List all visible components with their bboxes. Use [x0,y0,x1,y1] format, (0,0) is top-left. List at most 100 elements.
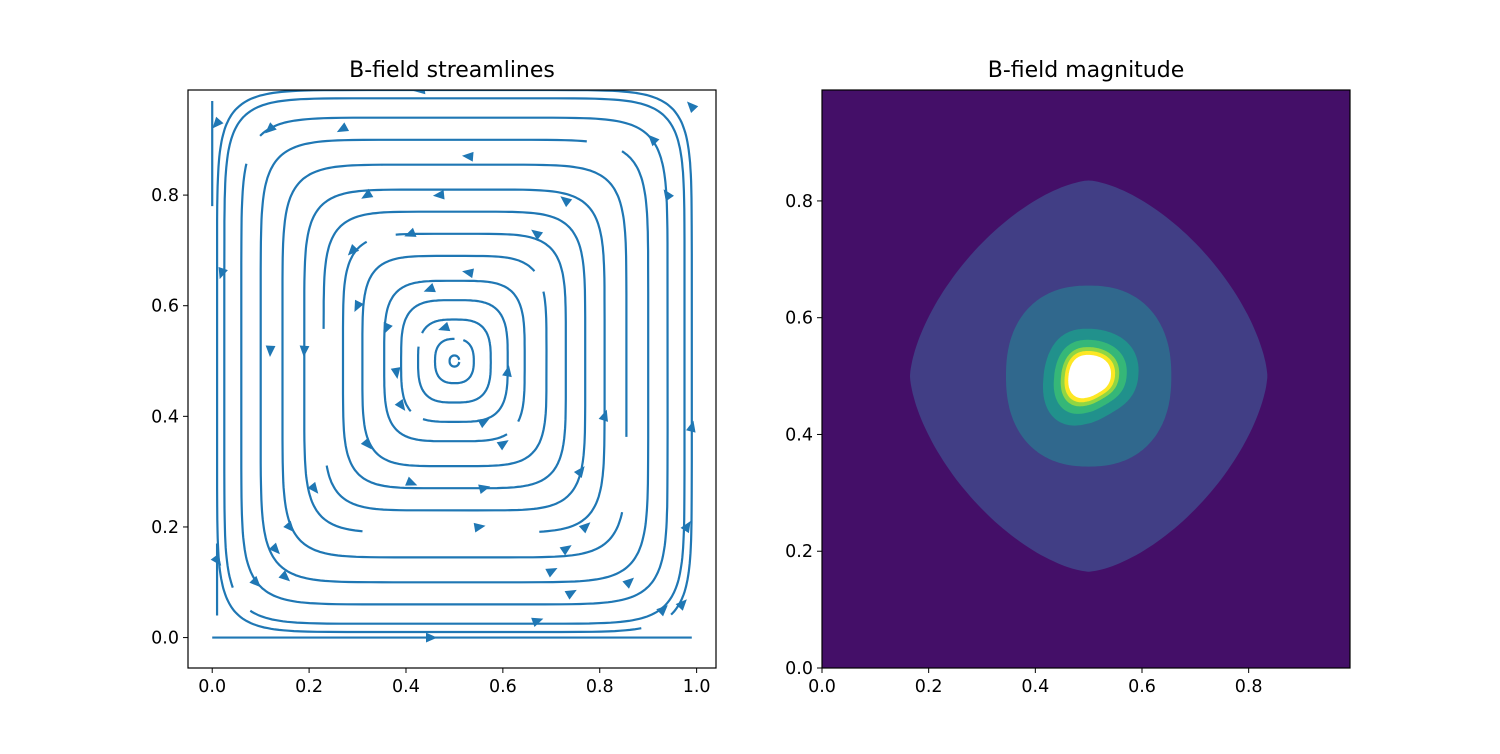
streamline-arrow [656,605,668,617]
streamline [383,279,526,443]
streamline-arrow [648,134,660,147]
y-tick-label: 0.0 [151,629,179,649]
magnitude-panel: B-field magnitude 0.0 0.2 0.4 0.6 0.8 0.0 0.2… [785,58,1351,697]
streamline-arrow [686,101,699,114]
streamline [417,318,492,404]
streamline-title: B-field streamlines [349,58,555,83]
streamline [322,210,587,512]
streamline-arrow [210,553,222,566]
streamline-arrow [413,90,426,95]
streamline-panel: B-field streamlines 0.0 0.2 0.4 0.6 0.8 1.0 0… [151,58,717,697]
y-tick-label: 0.0 [785,659,813,679]
contour-level-7 [1068,354,1111,399]
streamline-arrow [423,283,436,293]
streamline-arrow [438,321,451,332]
y-tick-label: 0.2 [151,518,179,538]
streamline-plot-area [210,90,699,643]
streamline [303,188,606,533]
streamline-arrow [663,189,674,202]
streamline [400,299,509,423]
streamline-arrow [461,151,474,162]
streamline-arrow [686,420,696,433]
streamline-arrow [299,345,310,357]
streamline-arrow [361,188,374,199]
streamline-arrow [405,476,418,486]
streamline-arrow [560,196,573,208]
y-tick-label: 0.2 [785,542,813,562]
streamline-x-axis: 0.0 0.2 0.4 0.6 0.8 1.0 [198,668,711,697]
streamline-arrow [478,484,491,495]
streamline-arrow [598,409,608,422]
x-tick-label: 0.0 [198,677,226,697]
streamline [216,90,693,634]
streamline-arrow [354,299,364,312]
magnitude-title: B-field magnitude [988,58,1185,83]
streamline-arrow [390,367,401,379]
streamline-arrow [249,575,261,588]
magnitude-axes-frame [821,89,1351,669]
streamline-arrow [531,229,544,241]
x-tick-label: 0.6 [1128,677,1156,697]
streamline-y-axis: 0.0 0.2 0.4 0.6 0.8 [151,186,188,649]
y-tick-label: 0.8 [785,192,813,212]
x-tick-label: 0.0 [808,677,836,697]
streamline-arrow [265,122,277,134]
x-tick-label: 0.4 [392,677,420,697]
streamline-arrow [212,116,224,129]
streamline-arrow [462,268,474,279]
streamline [240,116,669,606]
y-tick-label: 0.6 [785,309,813,329]
y-tick-label: 0.4 [151,407,179,427]
streamline-arrow [545,567,558,578]
streamline-arrow [283,520,295,533]
x-tick-label: 0.2 [295,677,323,697]
streamline-axes-frame [187,89,717,669]
x-tick-label: 0.2 [915,677,943,697]
streamline-arrow [265,345,276,357]
streamline-arrow [336,122,350,133]
streamline-arrow [622,577,635,589]
streamline-arrow [268,542,280,555]
streamline-arrow [278,570,291,582]
streamline-arrow [218,266,228,280]
streamline-arrow [573,466,585,478]
streamline-arrow [383,322,393,335]
streamline-arrow [473,522,486,533]
streamline [448,354,461,368]
streamline-arrow [502,365,512,378]
streamline-arrow [675,599,687,611]
streamline-arrow [360,437,372,450]
y-tick-label: 0.8 [151,186,179,206]
streamline [341,232,567,490]
magnitude-y-axis: 0.0 0.2 0.4 0.6 0.8 [785,192,822,679]
streamline [361,254,548,468]
magnitude-x-axis: 0.0 0.2 0.4 0.6 0.8 [808,668,1263,697]
streamline-arrow [559,545,572,556]
streamline-arrow [531,617,544,628]
streamline-arrow [404,227,417,237]
streamline-arrow [578,522,591,534]
x-tick-label: 0.8 [586,677,614,697]
streamline [259,138,650,584]
streamline-arrow [496,440,509,451]
y-tick-label: 0.4 [785,425,813,445]
magnitude-plot-area [822,90,1350,668]
streamline-arrow [680,521,691,534]
streamline [433,337,475,385]
x-tick-label: 0.8 [1235,677,1263,697]
streamline-arrow [394,398,406,411]
streamline [281,163,628,559]
x-tick-label: 0.6 [489,677,517,697]
streamline-arrow [426,632,438,643]
streamline-arrow [564,589,577,600]
streamline-arrow [477,418,490,429]
streamline-arrow [347,243,360,256]
streamline [223,97,686,625]
streamline-arrow [307,481,319,494]
x-tick-label: 0.4 [1021,677,1049,697]
streamline-arrow [432,189,445,200]
x-tick-label: 1.0 [683,677,711,697]
y-tick-label: 0.6 [151,297,179,317]
